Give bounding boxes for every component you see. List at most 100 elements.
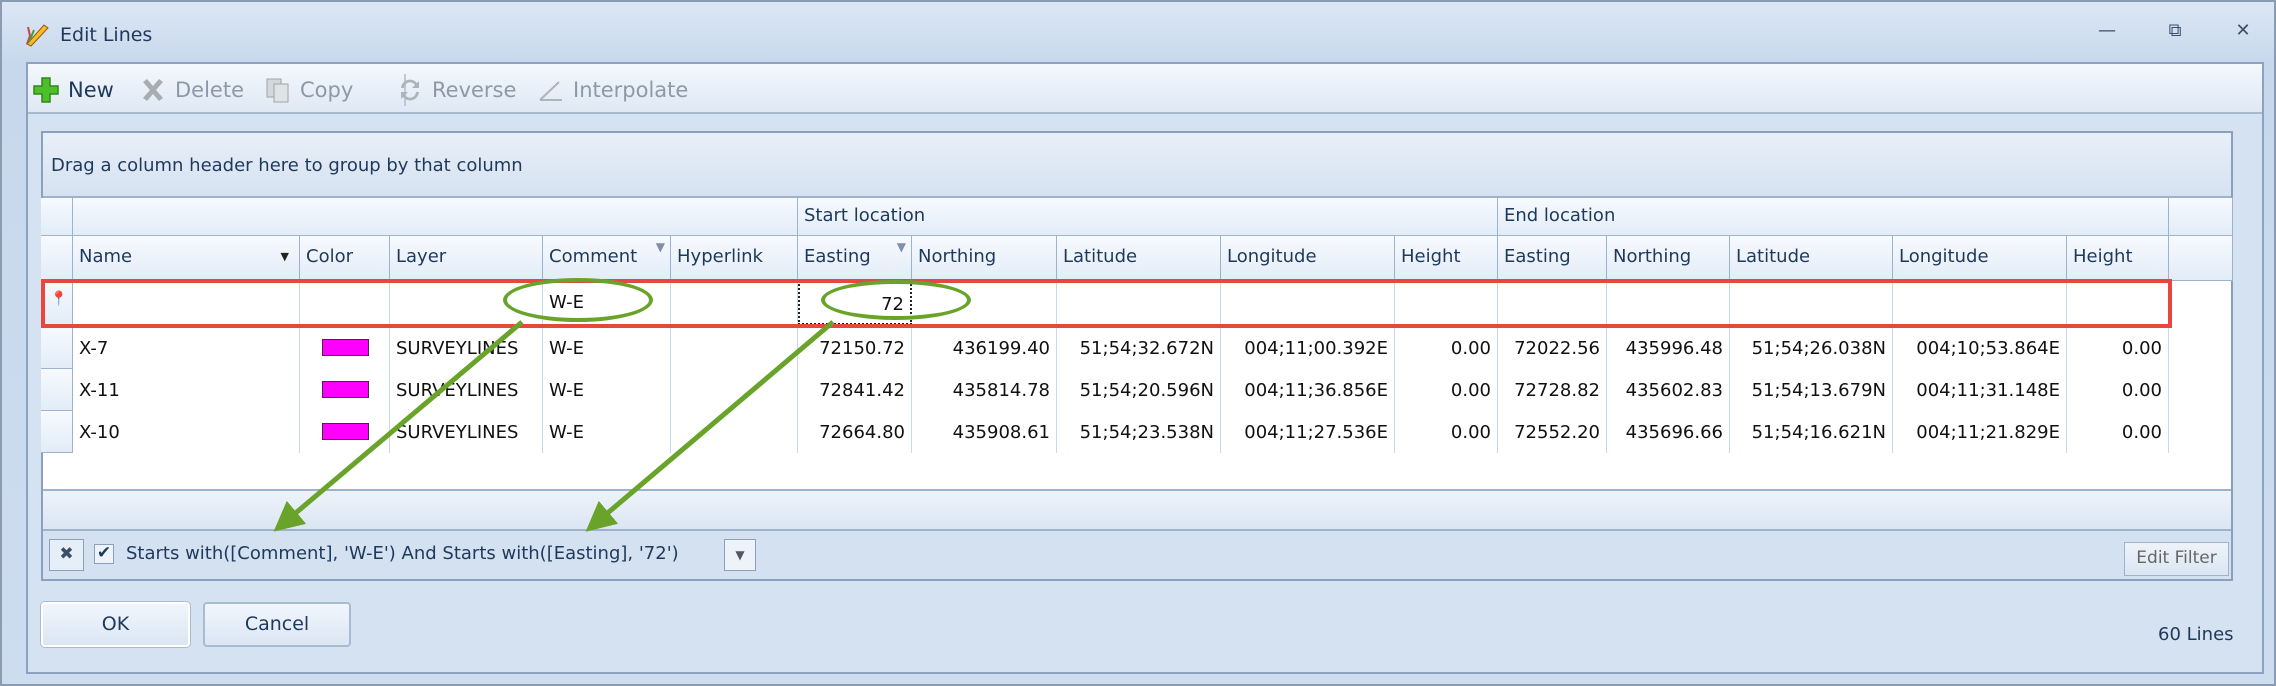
restore-button[interactable]: ⧉ xyxy=(2168,20,2182,41)
row-indicator[interactable] xyxy=(41,411,73,453)
filter-enabled-checkbox[interactable]: ✔ xyxy=(94,544,114,564)
hyperlink-cell[interactable] xyxy=(671,369,798,411)
s-height-cell[interactable]: 0.00 xyxy=(1395,411,1498,453)
column-header-label: Comment xyxy=(549,246,638,267)
new-label: New xyxy=(68,78,114,102)
column-header-latitude-start[interactable]: Latitude xyxy=(1057,236,1221,281)
e-lon-cell[interactable]: 004;11;21.829E xyxy=(1893,411,2067,453)
column-header-name[interactable]: Name ▼ xyxy=(73,236,300,281)
column-header-label: Latitude xyxy=(1736,246,1811,267)
band-start-location[interactable]: Start location xyxy=(798,198,1498,236)
layer-cell[interactable]: SURVEYLINES xyxy=(390,369,543,411)
column-header-hyperlink[interactable]: Hyperlink xyxy=(671,236,798,281)
s-height-cell[interactable]: 0.00 xyxy=(1395,369,1498,411)
clear-filter-button[interactable]: ✖ xyxy=(49,539,84,571)
column-header-latitude-end[interactable]: Latitude xyxy=(1730,236,1893,281)
filter-expression[interactable]: Starts with([Comment], 'W-E') And Starts… xyxy=(126,543,679,564)
e-lon-cell[interactable]: 004;11;31.148E xyxy=(1893,369,2067,411)
band-blank xyxy=(41,198,73,236)
delete-button[interactable]: Delete xyxy=(139,76,244,104)
e-easting-cell[interactable]: 72552.20 xyxy=(1498,411,1607,453)
column-header-easting-end[interactable]: Easting xyxy=(1498,236,1607,281)
s-easting-cell[interactable]: 72841.42 xyxy=(798,369,912,411)
edit-filter-button[interactable]: Edit Filter xyxy=(2124,542,2229,576)
sort-dropdown-icon[interactable]: ▼ xyxy=(280,250,289,263)
reverse-icon xyxy=(401,79,419,101)
column-header-layer[interactable]: Layer xyxy=(390,236,543,281)
close-button[interactable]: ✕ xyxy=(2235,20,2251,41)
name-cell[interactable]: X-10 xyxy=(73,411,300,453)
interpolate-icon xyxy=(539,81,562,101)
column-header-easting-start[interactable]: Easting ▼ xyxy=(798,236,912,281)
s-height-cell[interactable]: 0.00 xyxy=(1395,327,1498,369)
band-end-location[interactable]: End location xyxy=(1498,198,2169,236)
group-panel[interactable]: Drag a column header here to group by th… xyxy=(43,133,2231,198)
column-header-label: Northing xyxy=(1613,246,1692,267)
column-header-comment[interactable]: Comment ▼ xyxy=(543,236,671,281)
reverse-label: Reverse xyxy=(432,78,517,102)
cancel-button[interactable]: Cancel xyxy=(203,602,351,647)
line-count: 60 Lines xyxy=(2158,624,2234,645)
color-cell[interactable] xyxy=(300,327,390,369)
s-lat-cell[interactable]: 51;54;20.596N xyxy=(1057,369,1221,411)
e-lat-cell[interactable]: 51;54;26.038N xyxy=(1730,327,1893,369)
filter-funnel-icon[interactable]: ▼ xyxy=(655,240,665,254)
filter-history-dropdown[interactable]: ▼ xyxy=(724,539,756,571)
row-indicator[interactable] xyxy=(41,327,73,369)
comment-cell[interactable]: W-E xyxy=(543,369,671,411)
hyperlink-cell[interactable] xyxy=(671,411,798,453)
toolbar: New Delete Copy Reverse Interpolate xyxy=(28,64,2262,114)
e-lat-cell[interactable]: 51;54;16.621N xyxy=(1730,411,1893,453)
e-easting-cell[interactable]: 72728.82 xyxy=(1498,369,1607,411)
band-filler xyxy=(2169,198,2233,236)
color-cell[interactable] xyxy=(300,411,390,453)
s-easting-cell[interactable]: 72150.72 xyxy=(798,327,912,369)
column-header-height-end[interactable]: Height xyxy=(2067,236,2169,281)
column-header-label: Name xyxy=(79,246,133,267)
new-button[interactable]: New xyxy=(32,76,114,104)
e-easting-cell[interactable]: 72022.56 xyxy=(1498,327,1607,369)
s-northing-cell[interactable]: 436199.40 xyxy=(912,327,1057,369)
s-lat-cell[interactable]: 51;54;32.672N xyxy=(1057,327,1221,369)
s-lon-cell[interactable]: 004;11;36.856E xyxy=(1221,369,1395,411)
e-lat-cell[interactable]: 51;54;13.679N xyxy=(1730,369,1893,411)
reverse-button[interactable]: Reverse xyxy=(396,76,516,104)
s-lon-cell[interactable]: 004;11;00.392E xyxy=(1221,327,1395,369)
layer-cell[interactable]: SURVEYLINES xyxy=(390,411,543,453)
comment-cell[interactable]: W-E xyxy=(543,327,671,369)
layer-cell[interactable]: SURVEYLINES xyxy=(390,327,543,369)
hyperlink-cell[interactable] xyxy=(671,327,798,369)
color-cell[interactable] xyxy=(300,369,390,411)
comment-filter-ellipse xyxy=(503,278,653,322)
comment-cell[interactable]: W-E xyxy=(543,411,671,453)
name-cell[interactable]: X-7 xyxy=(73,327,300,369)
column-header-longitude-end[interactable]: Longitude xyxy=(1893,236,2067,281)
s-lon-cell[interactable]: 004;11;27.536E xyxy=(1221,411,1395,453)
column-header-longitude-start[interactable]: Longitude xyxy=(1221,236,1395,281)
column-header-northing-start[interactable]: Northing xyxy=(912,236,1057,281)
color-swatch xyxy=(322,339,369,356)
column-header-height-start[interactable]: Height xyxy=(1395,236,1498,281)
s-northing-cell[interactable]: 435814.78 xyxy=(912,369,1057,411)
column-header-northing-end[interactable]: Northing xyxy=(1607,236,1730,281)
row-indicator[interactable] xyxy=(41,369,73,411)
filter-row-highlight xyxy=(41,279,2172,328)
e-northing-cell[interactable]: 435602.83 xyxy=(1607,369,1730,411)
e-northing-cell[interactable]: 435696.66 xyxy=(1607,411,1730,453)
filter-funnel-icon[interactable]: ▼ xyxy=(896,240,906,254)
e-height-cell[interactable]: 0.00 xyxy=(2067,327,2169,369)
e-height-cell[interactable]: 0.00 xyxy=(2067,369,2169,411)
s-northing-cell[interactable]: 435908.61 xyxy=(912,411,1057,453)
s-easting-cell[interactable]: 72664.80 xyxy=(798,411,912,453)
header-filler xyxy=(2169,236,2233,281)
e-height-cell[interactable]: 0.00 xyxy=(2067,411,2169,453)
e-lon-cell[interactable]: 004;10;53.864E xyxy=(1893,327,2067,369)
s-lat-cell[interactable]: 51;54;23.538N xyxy=(1057,411,1221,453)
minimize-button[interactable]: — xyxy=(2098,20,2116,41)
interpolate-button[interactable]: Interpolate xyxy=(537,76,688,104)
e-northing-cell[interactable]: 435996.48 xyxy=(1607,327,1730,369)
copy-button[interactable]: Copy xyxy=(264,76,353,104)
column-header-color[interactable]: Color xyxy=(300,236,390,281)
name-cell[interactable]: X-11 xyxy=(73,369,300,411)
ok-button[interactable]: OK xyxy=(41,602,190,647)
